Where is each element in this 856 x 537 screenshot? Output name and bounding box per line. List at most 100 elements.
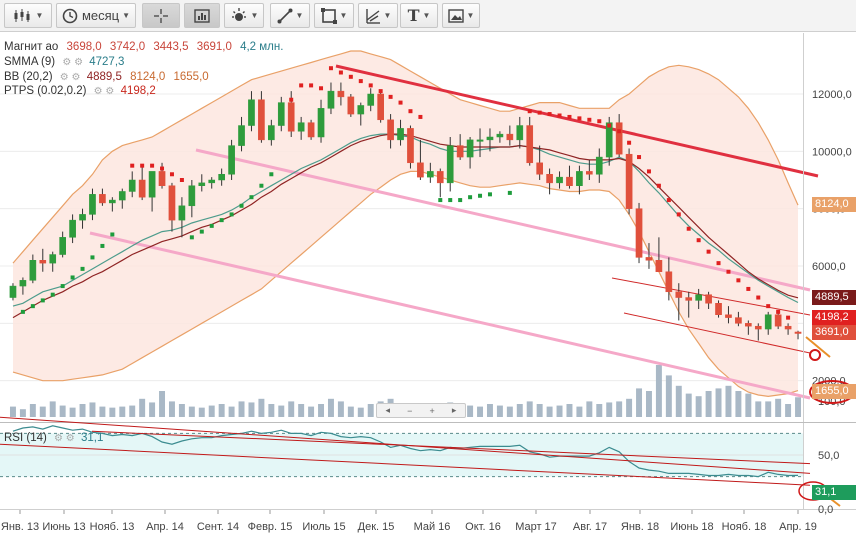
chart-scroller[interactable]: ◂ − + ▸ bbox=[376, 403, 466, 418]
candle-body[interactable] bbox=[287, 102, 295, 132]
candle-body[interactable] bbox=[168, 185, 176, 221]
candle-body[interactable] bbox=[436, 171, 444, 184]
candle-body[interactable] bbox=[655, 260, 663, 272]
candle-body[interactable] bbox=[128, 179, 136, 192]
candle-body[interactable] bbox=[427, 171, 434, 178]
image-tool-button[interactable]: ▼ bbox=[442, 3, 480, 28]
settings-icon[interactable]: ⚙ ⚙ bbox=[93, 86, 115, 97]
candle-body[interactable] bbox=[566, 176, 573, 186]
candle-body[interactable] bbox=[268, 125, 275, 141]
text-tool-button[interactable]: T ▼ bbox=[400, 3, 438, 28]
candle-body[interactable] bbox=[754, 325, 762, 330]
candle-body[interactable] bbox=[228, 145, 235, 175]
candle-body[interactable] bbox=[645, 257, 653, 261]
chart-canvas[interactable]: 12000,010000,08000,06000,04000,02000,0Ян… bbox=[0, 33, 856, 537]
zoom-in-icon[interactable]: + bbox=[429, 405, 435, 416]
rectangle-button[interactable]: ▼ bbox=[314, 3, 354, 28]
candle-body[interactable] bbox=[69, 219, 76, 238]
candle-body[interactable] bbox=[595, 156, 603, 175]
candle-body[interactable] bbox=[218, 174, 225, 181]
candle-body[interactable] bbox=[277, 102, 285, 126]
candle-body[interactable] bbox=[615, 122, 623, 155]
candle-body[interactable] bbox=[625, 153, 633, 209]
candle-body[interactable] bbox=[387, 119, 394, 141]
candle-body[interactable] bbox=[148, 171, 156, 198]
candle-body[interactable] bbox=[516, 125, 524, 141]
candle-body[interactable] bbox=[536, 162, 543, 175]
candle-body[interactable] bbox=[546, 174, 553, 184]
candle-body[interactable] bbox=[456, 145, 464, 158]
candle-body[interactable] bbox=[238, 125, 245, 146]
candle-body[interactable] bbox=[9, 285, 17, 298]
candle-body[interactable] bbox=[307, 122, 315, 138]
settings-icon[interactable]: ⚙ ⚙ bbox=[59, 72, 81, 83]
candle-body[interactable] bbox=[248, 99, 255, 126]
candle-body[interactable] bbox=[576, 171, 583, 186]
candle-body[interactable] bbox=[605, 122, 613, 158]
candle-body[interactable] bbox=[347, 96, 355, 115]
candle-body[interactable] bbox=[397, 128, 404, 141]
candle-body[interactable] bbox=[317, 108, 325, 138]
scroll-right-icon[interactable]: ▸ bbox=[451, 405, 457, 415]
candle-body[interactable] bbox=[49, 254, 57, 264]
crosshair-button[interactable] bbox=[142, 3, 180, 28]
candle-body[interactable] bbox=[506, 133, 514, 141]
candle-body[interactable] bbox=[695, 294, 702, 301]
period-dropdown[interactable]: месяц ▼ bbox=[56, 3, 136, 28]
candle-body[interactable] bbox=[89, 194, 96, 215]
small-channel-lower[interactable] bbox=[623, 312, 811, 354]
candle-body[interactable] bbox=[417, 162, 424, 178]
candle-body[interactable] bbox=[665, 271, 673, 293]
candle-body[interactable] bbox=[735, 317, 742, 324]
zoom-out-icon[interactable]: − bbox=[407, 405, 413, 416]
scroll-left-icon[interactable]: ◂ bbox=[385, 405, 391, 415]
candle-body[interactable] bbox=[486, 136, 494, 141]
settings-icon[interactable]: ⚙ ⚙ bbox=[62, 57, 84, 68]
candle-body[interactable] bbox=[556, 176, 563, 184]
candle-body[interactable] bbox=[774, 314, 782, 327]
candle-body[interactable] bbox=[685, 297, 693, 301]
candle-body[interactable] bbox=[446, 145, 454, 184]
candle-body[interactable] bbox=[725, 314, 732, 318]
candle-body[interactable] bbox=[367, 93, 375, 106]
candle-body[interactable] bbox=[705, 294, 712, 304]
candle-body[interactable] bbox=[586, 171, 593, 175]
indicators-button[interactable]: ▼ bbox=[224, 3, 264, 28]
channel-lower-trendline[interactable] bbox=[89, 231, 811, 400]
candle-body[interactable] bbox=[496, 133, 504, 138]
candle-body[interactable] bbox=[407, 128, 414, 164]
candle-body[interactable] bbox=[675, 291, 683, 298]
candle-body[interactable] bbox=[99, 194, 106, 204]
candle-body[interactable] bbox=[79, 214, 86, 221]
candle-body[interactable] bbox=[39, 260, 47, 264]
candle-body[interactable] bbox=[794, 331, 802, 334]
rsi-trendline-mid[interactable] bbox=[91, 430, 811, 465]
candle-body[interactable] bbox=[109, 199, 116, 204]
candle-body[interactable] bbox=[466, 139, 474, 158]
candle-body[interactable] bbox=[715, 303, 722, 315]
chart-box-button[interactable] bbox=[184, 3, 220, 28]
candle-body[interactable] bbox=[635, 208, 643, 258]
candle-body[interactable] bbox=[327, 90, 335, 109]
candle-body[interactable] bbox=[784, 325, 792, 330]
candle-body[interactable] bbox=[198, 182, 206, 186]
candle-body[interactable] bbox=[297, 122, 305, 132]
candle-body[interactable] bbox=[138, 179, 146, 198]
candle-body[interactable] bbox=[208, 179, 216, 184]
candle-body[interactable] bbox=[764, 314, 772, 330]
trendline-button[interactable]: ▼ bbox=[270, 3, 310, 28]
candle-body[interactable] bbox=[118, 191, 126, 201]
candle-body[interactable] bbox=[29, 260, 37, 281]
candle-body[interactable] bbox=[178, 205, 186, 221]
candle-body[interactable] bbox=[158, 171, 166, 186]
candle-body[interactable] bbox=[476, 139, 484, 142]
candle-body[interactable] bbox=[337, 90, 345, 98]
fibonacci-button[interactable]: ▼ bbox=[358, 3, 398, 28]
candle-body[interactable] bbox=[59, 237, 66, 255]
candle-body[interactable] bbox=[745, 323, 752, 327]
chart-area[interactable]: 12000,010000,08000,06000,04000,02000,0Ян… bbox=[0, 33, 856, 537]
candle-body[interactable] bbox=[377, 93, 384, 121]
resistance-trendline[interactable] bbox=[335, 64, 819, 178]
candle-body[interactable] bbox=[188, 185, 196, 207]
settings-icon[interactable]: ⚙ ⚙ bbox=[54, 433, 75, 444]
